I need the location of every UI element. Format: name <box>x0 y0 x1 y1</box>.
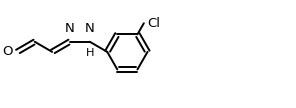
Text: N: N <box>85 22 95 35</box>
Text: N: N <box>65 22 75 35</box>
Text: H: H <box>86 48 94 58</box>
Text: O: O <box>2 45 13 58</box>
Text: Cl: Cl <box>147 17 160 30</box>
